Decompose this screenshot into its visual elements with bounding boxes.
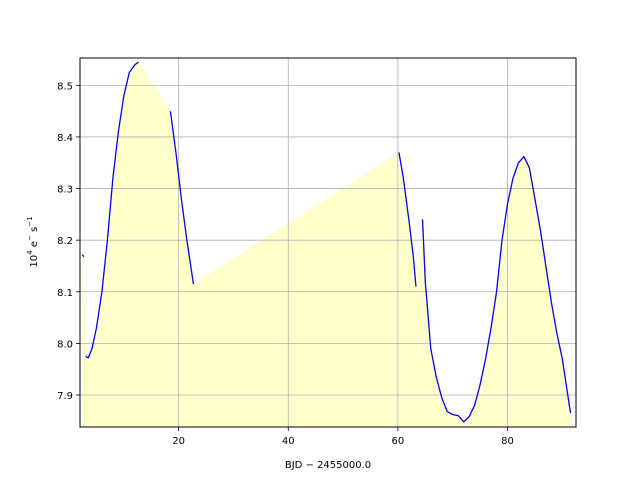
y-tick-label: 8.4 [57, 133, 73, 144]
flux-line-segment [421, 155, 572, 423]
x-tick-label: 40 [282, 436, 295, 447]
flux-line-segment [169, 111, 195, 285]
flux-fill-area [82, 62, 571, 427]
y-axis-label-base: 10 [29, 255, 40, 268]
y-tick-label: 8.0 [57, 339, 73, 350]
line-layer [81, 61, 572, 423]
y-axis-label-exponent: 4 [26, 250, 34, 255]
y-axis-label-unit: e [29, 241, 40, 250]
flux-line-segment [85, 61, 140, 359]
y-tick-label: 8.2 [57, 236, 73, 247]
x-axis-label: BJD − 2455000.0 [285, 460, 371, 471]
y-tick-label: 8.3 [57, 185, 73, 196]
x-tick-label: 20 [172, 436, 185, 447]
y-axis-ticks: 7.9 8.0 8.1 8.2 8.3 8.4 8.5 [57, 81, 80, 402]
y-tick-label: 8.5 [57, 81, 73, 92]
y-tick-label: 8.1 [57, 288, 73, 299]
fill-layer [82, 62, 571, 427]
x-tick-label: 80 [501, 436, 514, 447]
flux-line-segment [81, 254, 85, 258]
plot-frame [79, 57, 577, 428]
x-axis-ticks: 20 40 60 80 [172, 427, 514, 447]
x-tick-label: 60 [392, 436, 405, 447]
y-axis-label-minus: − [26, 235, 34, 241]
grid-layer [80, 58, 576, 427]
y-tick-label: 7.9 [57, 391, 73, 402]
y-axis-label-seconds-exponent: −1 [26, 216, 34, 226]
plot-area [79, 57, 577, 428]
y-axis-label: 104 e− s−1 [26, 216, 40, 267]
y-axis-label-seconds: s [29, 227, 40, 235]
flux-line-segment [398, 152, 417, 287]
